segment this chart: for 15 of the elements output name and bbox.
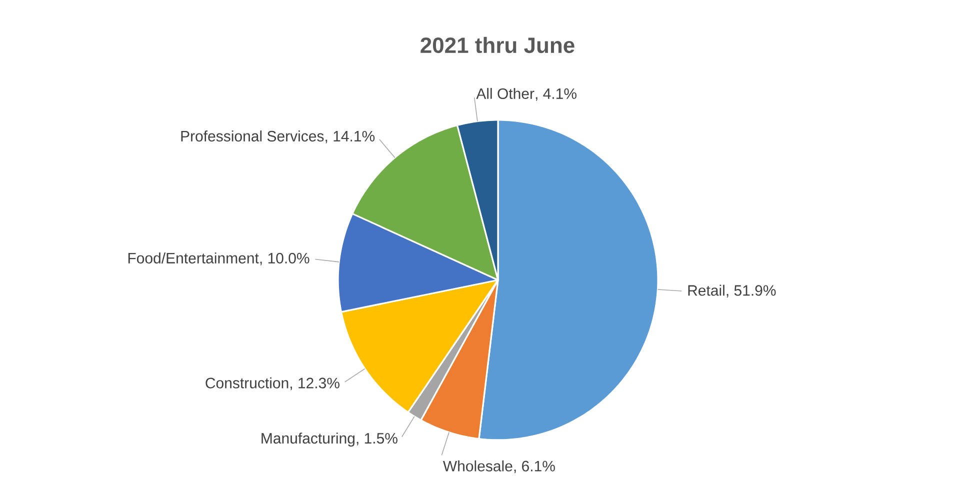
slice-label: All Other [476,88,534,99]
data-label: , 12.3% [290,378,340,390]
slice-label: Wholesale [442,460,512,472]
slice-label: Construction [206,377,288,388]
data-label: , 14.1% [326,130,375,144]
slice-label: Professional Services [181,130,324,142]
data-label: , 51.9% [726,285,776,298]
data-label: , 4.1% [536,88,576,101]
chart-title: 2021 thru June [420,36,574,54]
slice-label: Manufacturing [262,432,354,447]
slice-label: Retail [688,284,724,296]
slice-label: Food/Entertainment [128,252,259,264]
data-label: , 6.1% [514,460,555,474]
data-label: , 10.0% [260,252,310,266]
data-label: , 1.5% [356,433,398,446]
